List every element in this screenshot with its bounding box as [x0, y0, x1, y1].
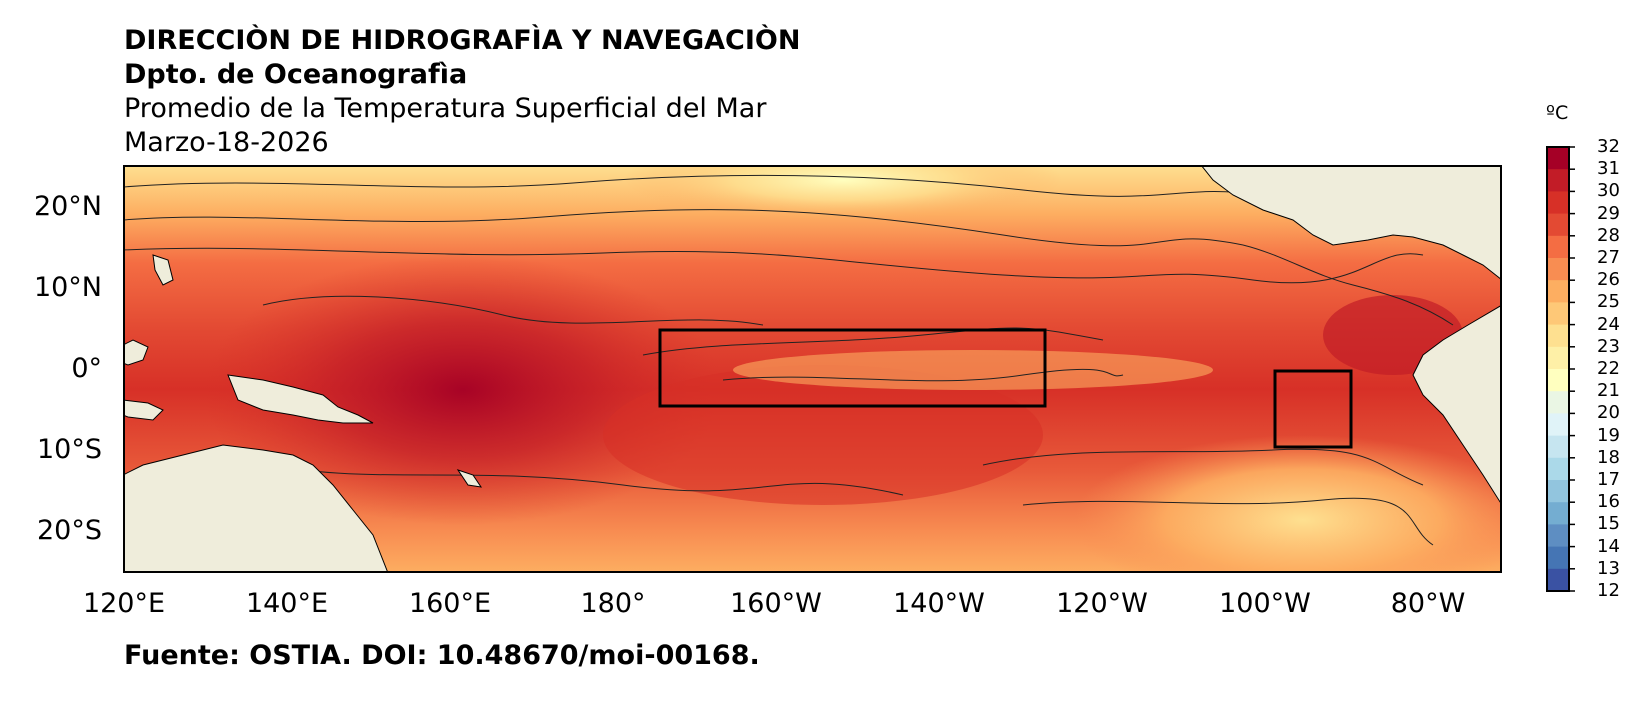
- sst-map: [123, 165, 1502, 573]
- nino-3-4-box: [658, 328, 1047, 408]
- colorbar-segment: [1547, 213, 1569, 237]
- colorbar-tick-label: 30: [1597, 180, 1620, 202]
- colorbar-segment: [1547, 280, 1569, 303]
- lat-tick: 20°S: [37, 515, 102, 546]
- colorbar-tick-label: 24: [1597, 313, 1620, 335]
- colorbar-tick-label: 27: [1597, 247, 1620, 268]
- colorbar-tick-label: 21: [1597, 380, 1620, 402]
- lon-tick: 120°E: [82, 588, 166, 619]
- colorbar-segment: [1547, 346, 1569, 370]
- department-title: Dpto. de Oceanografìa: [124, 59, 468, 90]
- map-border: [123, 165, 1502, 573]
- colorbar-tick-label: 28: [1597, 224, 1620, 246]
- land-masses: [123, 165, 1502, 573]
- colorbar-segment: [1547, 568, 1569, 592]
- nino-1-2-box: [1273, 369, 1353, 449]
- lon-tick: 160°E: [408, 588, 492, 619]
- lat-tick: 10°N: [33, 272, 102, 303]
- colorbar-tick-label: 22: [1597, 358, 1620, 379]
- north-cool-zone: [623, 165, 1063, 220]
- colorbar-tick-label: 18: [1597, 446, 1620, 468]
- colorbar-tick-label: 13: [1597, 557, 1620, 579]
- map-title: Promedio de la Temperatura Superficial d…: [124, 93, 767, 124]
- colorbar-segment: [1547, 369, 1569, 392]
- lon-tick: 160°W: [730, 588, 822, 619]
- title-block: DIRECCIÒN DE HIDROGRAFÌA Y NAVEGACIÒN Dp…: [124, 24, 800, 160]
- colorbar-unit: ºC: [1546, 102, 1569, 124]
- lat-tick: 10°S: [37, 434, 102, 465]
- lon-tick: 140°W: [893, 588, 985, 619]
- colorbar-segment: [1547, 435, 1569, 459]
- colorbar-tick-label: 14: [1597, 535, 1620, 557]
- colorbar-segment: [1547, 235, 1569, 259]
- agency-title: DIRECCIÒN DE HIDROGRAFÌA Y NAVEGACIÒN: [124, 25, 801, 56]
- colorbar-tick-label: 17: [1597, 469, 1620, 490]
- lat-tick: 0°: [71, 353, 102, 384]
- lon-tick: 80°W: [1390, 588, 1466, 619]
- warm-tongue-south: [603, 365, 1043, 505]
- equatorial-cold-tongue: [733, 350, 1213, 390]
- colorbar-tick-label: 16: [1597, 491, 1620, 513]
- colorbar-tick-label: 31: [1597, 158, 1620, 180]
- colorbar-tick-label: 25: [1597, 291, 1620, 313]
- colorbar-segment: [1547, 502, 1569, 525]
- colorbar-segment: [1547, 413, 1569, 437]
- colorbar-tick-label: 26: [1597, 269, 1620, 291]
- colorbar: [1546, 146, 1575, 592]
- colorbar-tick-label: 29: [1597, 202, 1620, 224]
- colorbar-tick-label: 32: [1597, 136, 1620, 157]
- colorbar-segment: [1547, 258, 1569, 281]
- lat-tick: 20°N: [33, 191, 102, 222]
- colorbar-tick-label: 20: [1597, 402, 1620, 424]
- colorbar-segment: [1547, 391, 1569, 414]
- warm-pool: [203, 255, 723, 525]
- colorbar-tick-label: 15: [1597, 513, 1620, 535]
- colorbar-tick-label: 12: [1597, 580, 1620, 601]
- colorbar-segment: [1547, 457, 1569, 481]
- colorbar-tick-label: 19: [1597, 424, 1620, 446]
- lon-tick: 140°E: [245, 588, 329, 619]
- lon-tick: 100°W: [1219, 588, 1311, 619]
- colorbar-tick-label: 23: [1597, 335, 1620, 357]
- colorbar-segment: [1547, 524, 1569, 548]
- colorbar-segment: [1547, 480, 1569, 503]
- isotherm-contours: [123, 174, 1454, 546]
- lon-tick: 120°W: [1056, 588, 1148, 619]
- colorbar-segment: [1547, 546, 1569, 570]
- lon-tick: 180°: [580, 588, 646, 619]
- colorbar-segment: [1547, 302, 1569, 326]
- colorbar-segment: [1547, 191, 1569, 215]
- colorbar-segment: [1547, 147, 1569, 170]
- data-source: Fuente: OSTIA. DOI: 10.48670/moi-00168.: [124, 640, 760, 671]
- map-date: Marzo-18-2026: [124, 127, 329, 158]
- colorbar-segment: [1547, 169, 1569, 192]
- colorbar-segment: [1547, 324, 1569, 348]
- southeast-cool-zone: [1073, 435, 1502, 573]
